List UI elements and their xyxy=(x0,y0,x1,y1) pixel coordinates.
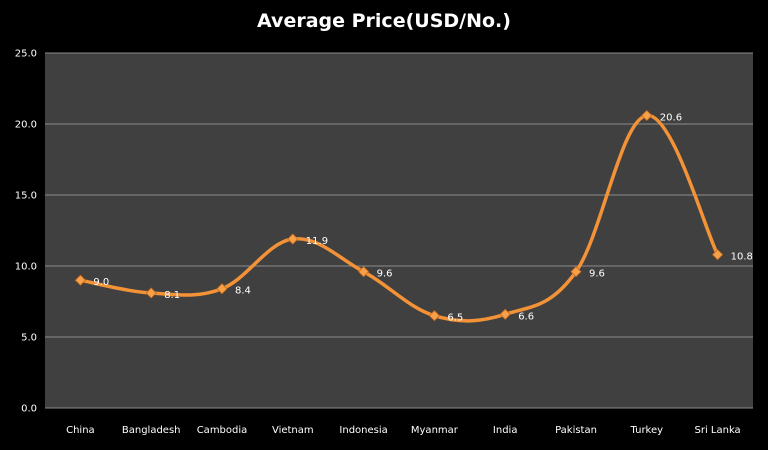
x-tick-label: Pakistan xyxy=(555,425,597,436)
x-tick-label: Indonesia xyxy=(339,425,387,436)
data-label: 11.9 xyxy=(306,236,328,247)
data-label: 9.0 xyxy=(93,277,109,288)
y-tick-label: 0.0 xyxy=(21,404,37,415)
data-label: 8.4 xyxy=(235,286,251,297)
y-tick-label: 20.0 xyxy=(15,120,37,131)
y-axis-ticks: 0.0 5.0 10.0 15.0 20.0 25.0 xyxy=(15,49,37,415)
data-label: 9.6 xyxy=(589,269,605,280)
x-tick-label: Turkey xyxy=(630,425,664,436)
chart-title: Average Price(USD/No.) xyxy=(257,10,511,32)
data-point xyxy=(499,308,511,320)
data-point xyxy=(358,266,370,278)
data-point xyxy=(428,310,440,322)
data-point xyxy=(287,233,299,245)
x-axis-ticks: China Bangladesh Cambodia Vietnam Indonesia M… xyxy=(66,425,741,436)
data-label: 6.6 xyxy=(518,311,534,322)
data-label: 9.6 xyxy=(377,269,393,280)
x-tick-label: Myanmar xyxy=(411,425,459,436)
data-point xyxy=(216,283,228,295)
x-tick-label: Cambodia xyxy=(197,425,248,436)
x-tick-label: China xyxy=(66,425,95,436)
x-tick-label: Vietnam xyxy=(272,425,314,436)
y-tick-label: 10.0 xyxy=(15,262,37,273)
data-point xyxy=(570,266,582,278)
x-tick-label: Sri Lanka xyxy=(694,425,740,436)
y-tick-label: 5.0 xyxy=(21,333,37,344)
y-tick-label: 25.0 xyxy=(15,49,37,60)
series-average-price xyxy=(74,109,724,323)
data-point xyxy=(712,249,724,261)
data-point xyxy=(74,274,86,286)
data-label: 6.5 xyxy=(447,313,463,324)
x-tick-label: India xyxy=(493,425,518,436)
data-point xyxy=(145,287,157,299)
plot-area xyxy=(45,53,753,408)
x-tick-label: Bangladesh xyxy=(122,425,181,436)
data-label: 20.6 xyxy=(660,112,682,123)
data-label: 10.8 xyxy=(731,252,753,263)
data-label: 8.1 xyxy=(164,290,180,301)
y-tick-label: 15.0 xyxy=(15,191,37,202)
data-point xyxy=(641,109,653,122)
data-labels: 9.0 8.1 8.4 11.9 9.6 6.5 6.6 9.6 20.6 10.8 xyxy=(93,112,752,323)
